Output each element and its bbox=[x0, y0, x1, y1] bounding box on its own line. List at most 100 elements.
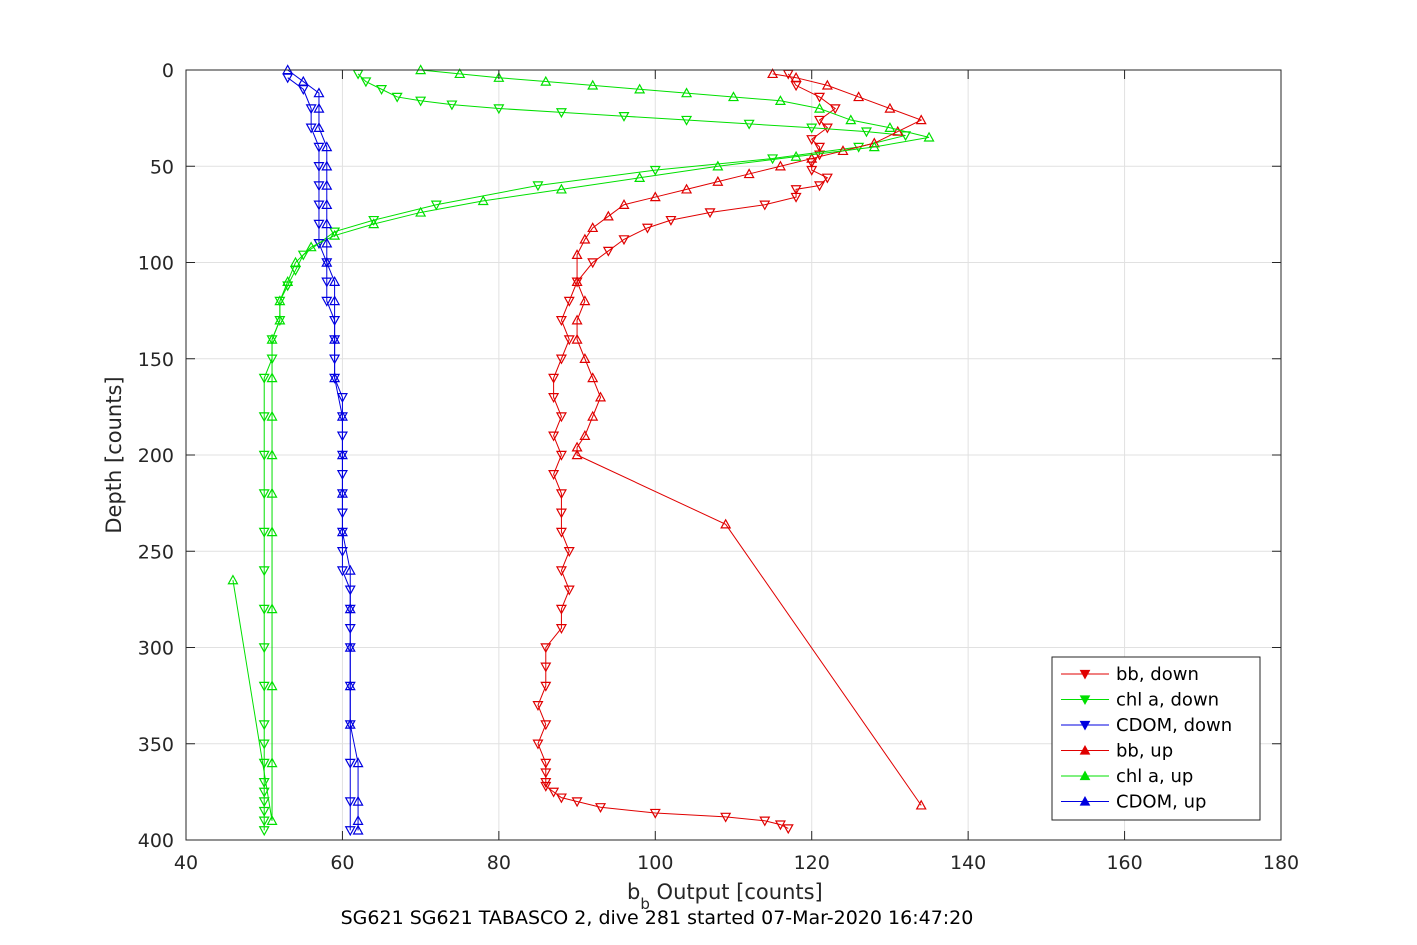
data-point bbox=[759, 816, 771, 827]
data-point bbox=[258, 778, 270, 788]
data-point bbox=[806, 135, 818, 146]
series-bb-up bbox=[571, 68, 927, 810]
data-point bbox=[266, 410, 278, 421]
data-point bbox=[227, 574, 239, 585]
grid bbox=[185, 69, 1282, 841]
data-point bbox=[814, 142, 826, 153]
data-point bbox=[329, 276, 341, 286]
data-point bbox=[321, 141, 333, 152]
data-point bbox=[391, 92, 403, 103]
plot-area bbox=[227, 64, 935, 837]
data-point bbox=[540, 75, 552, 86]
data-point bbox=[540, 781, 552, 792]
data-point bbox=[540, 768, 552, 779]
data-point bbox=[360, 77, 372, 88]
data-point bbox=[571, 314, 583, 325]
data-point bbox=[602, 210, 614, 221]
data-point bbox=[344, 564, 356, 575]
data-point bbox=[860, 127, 872, 138]
data-point bbox=[829, 104, 841, 115]
data-point bbox=[258, 450, 270, 461]
data-point bbox=[336, 526, 348, 537]
data-point bbox=[853, 91, 865, 102]
data-point bbox=[571, 449, 583, 460]
data-point bbox=[313, 122, 325, 132]
data-point bbox=[884, 122, 896, 132]
data-point bbox=[313, 87, 325, 98]
data-point bbox=[571, 333, 583, 344]
data-point bbox=[336, 393, 348, 403]
data-point bbox=[415, 96, 427, 107]
data-point bbox=[274, 314, 286, 325]
data-point bbox=[321, 296, 333, 307]
data-point bbox=[571, 276, 583, 286]
data-point bbox=[336, 410, 348, 421]
data-point bbox=[313, 239, 325, 249]
legend-item: bb, up bbox=[1061, 741, 1173, 762]
data-point bbox=[774, 820, 786, 831]
x-axis-label-sub: b bbox=[640, 895, 650, 913]
data-point bbox=[258, 489, 270, 500]
data-point bbox=[258, 720, 270, 731]
data-point bbox=[329, 227, 341, 238]
data-point bbox=[266, 603, 278, 614]
data-point bbox=[548, 787, 560, 798]
data-point bbox=[681, 183, 693, 194]
data-point bbox=[266, 487, 278, 498]
data-point bbox=[814, 150, 826, 161]
data-point bbox=[571, 249, 583, 259]
y-tick-label: 100 bbox=[138, 253, 174, 275]
data-point bbox=[579, 233, 591, 244]
data-point bbox=[743, 119, 755, 130]
data-point bbox=[923, 131, 935, 142]
data-point bbox=[266, 333, 278, 344]
data-point bbox=[555, 108, 567, 119]
data-point bbox=[884, 102, 896, 113]
data-point bbox=[579, 295, 591, 306]
legend-marker bbox=[1079, 770, 1091, 781]
data-point bbox=[532, 739, 544, 750]
data-point bbox=[282, 276, 294, 286]
data-point bbox=[446, 100, 458, 111]
data-point bbox=[540, 681, 552, 692]
data-point bbox=[782, 824, 794, 835]
y-tick-label: 250 bbox=[138, 541, 174, 563]
data-point bbox=[297, 75, 309, 86]
data-point bbox=[532, 181, 544, 192]
y-tick-label: 200 bbox=[138, 445, 174, 467]
legend-label: bb, up bbox=[1116, 741, 1173, 762]
legend-item: CDOM, up bbox=[1061, 792, 1206, 813]
data-point bbox=[806, 152, 818, 163]
x-tick-label: 140 bbox=[950, 852, 986, 874]
data-point bbox=[587, 222, 599, 233]
x-tick-label: 80 bbox=[487, 852, 511, 874]
x-tick-label: 100 bbox=[637, 852, 673, 874]
data-point bbox=[258, 373, 270, 384]
data-point bbox=[336, 487, 348, 498]
data-point bbox=[313, 102, 325, 113]
data-point bbox=[814, 115, 826, 126]
data-point bbox=[344, 758, 356, 769]
data-point bbox=[266, 815, 278, 825]
data-point bbox=[602, 246, 614, 257]
data-point bbox=[712, 160, 724, 171]
data-point bbox=[548, 470, 560, 480]
data-point bbox=[258, 826, 270, 837]
data-point bbox=[563, 296, 575, 307]
data-point bbox=[649, 808, 661, 819]
data-point bbox=[806, 165, 818, 176]
data-point bbox=[313, 200, 325, 211]
data-point bbox=[313, 162, 325, 172]
y-tick-label: 300 bbox=[138, 638, 174, 660]
x-tick-label: 40 bbox=[174, 852, 198, 874]
data-point bbox=[790, 71, 802, 82]
data-point bbox=[454, 68, 466, 79]
data-point bbox=[344, 641, 356, 652]
data-point bbox=[352, 815, 364, 825]
data-point bbox=[258, 527, 270, 538]
data-point bbox=[555, 624, 567, 634]
data-point bbox=[477, 195, 489, 206]
series-chl-a-up bbox=[227, 64, 935, 825]
data-point bbox=[258, 643, 270, 654]
data-point bbox=[579, 353, 591, 363]
